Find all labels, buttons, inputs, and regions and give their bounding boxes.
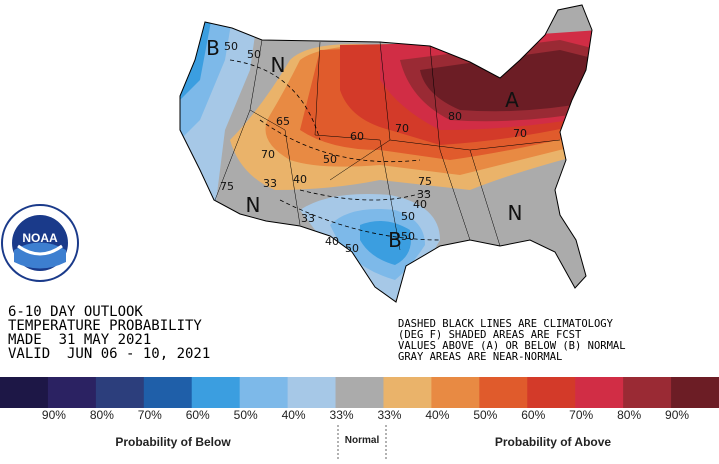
title-line: VALID JUN 06 - 10, 2021	[8, 346, 210, 362]
noaa-logo: NOAA	[1, 204, 79, 282]
legend-swatch	[527, 377, 576, 408]
us-outline	[179, 4, 593, 303]
legend-swatch	[623, 377, 672, 408]
map-label: 40	[293, 173, 307, 186]
legend-swatch	[143, 377, 193, 408]
legend-swatch	[47, 377, 97, 408]
legend-label: 33%	[330, 408, 354, 422]
map-label: 33	[301, 212, 315, 225]
map-label: N	[246, 193, 261, 217]
note-line: (DEG F) SHADED AREAS ARE FCST	[398, 329, 582, 341]
note-line: DASHED BLACK LINES ARE CLIMATOLOGY	[398, 318, 614, 330]
map-label: 50	[224, 40, 238, 53]
legend-swatch	[431, 377, 480, 408]
legend-label: 33%	[377, 408, 401, 422]
legend-heading: Probability of Above	[495, 435, 612, 449]
legend-swatch	[287, 377, 337, 408]
logo-text: NOAA	[22, 231, 58, 245]
state-lines	[214, 39, 561, 251]
legend-label: 50%	[473, 408, 497, 422]
legend-label: 90%	[665, 408, 689, 422]
legend-swatch	[0, 377, 49, 408]
map-label: 33	[263, 177, 277, 190]
legend-label: 40%	[425, 408, 449, 422]
legend-label: 40%	[282, 408, 306, 422]
map-label: 60	[350, 130, 364, 143]
map-label: N	[508, 201, 523, 225]
legend-swatch	[383, 377, 432, 408]
map-label: 50	[323, 153, 337, 166]
climatology-lines	[229, 59, 441, 241]
title-line: TEMPERATURE PROBABILITY	[8, 318, 202, 334]
map-label: 65	[276, 115, 290, 128]
legend-swatch	[239, 377, 289, 408]
map-label: 50	[401, 210, 415, 223]
map-label: 75	[418, 175, 432, 188]
map-label: 40	[325, 235, 339, 248]
legend-label: 90%	[42, 408, 66, 422]
map-label: 50	[345, 242, 359, 255]
legend-swatch	[671, 377, 719, 408]
legend-swatch	[95, 377, 145, 408]
legend-swatch	[479, 377, 528, 408]
legend-label: 60%	[186, 408, 210, 422]
legend-heading: Probability of Below	[115, 435, 231, 449]
title-line: MADE 31 MAY 2021	[8, 332, 151, 348]
note-line: GRAY AREAS ARE NEAR-NORMAL	[398, 351, 562, 363]
map-label: N	[271, 53, 286, 77]
legend-swatch	[191, 377, 241, 408]
legend-label: 80%	[90, 408, 114, 422]
map-label: B	[206, 36, 220, 60]
map-label: B	[388, 228, 402, 252]
legend-label: 80%	[617, 408, 641, 422]
map-label: 75	[220, 180, 234, 193]
map-label: 33	[417, 188, 431, 201]
map-label: 50	[401, 230, 415, 243]
legend-swatch	[335, 377, 384, 408]
legend-label: 70%	[569, 408, 593, 422]
map-label: A	[505, 88, 519, 112]
title-line: 6-10 DAY OUTLOOK	[8, 304, 143, 320]
map-label: 70	[395, 122, 409, 135]
note-line: VALUES ABOVE (A) OR BELOW (B) NORMAL	[398, 340, 626, 352]
legend-label: 70%	[138, 408, 162, 422]
legend-label: 50%	[234, 408, 258, 422]
legend-swatch	[575, 377, 624, 408]
map-label: 50	[247, 48, 261, 61]
legend-heading: Normal	[345, 435, 380, 446]
map-label: 70	[513, 127, 527, 140]
map-label: 80	[448, 110, 462, 123]
map-label: 70	[261, 148, 275, 161]
map-label: 40	[413, 198, 427, 211]
legend-label: 60%	[521, 408, 545, 422]
